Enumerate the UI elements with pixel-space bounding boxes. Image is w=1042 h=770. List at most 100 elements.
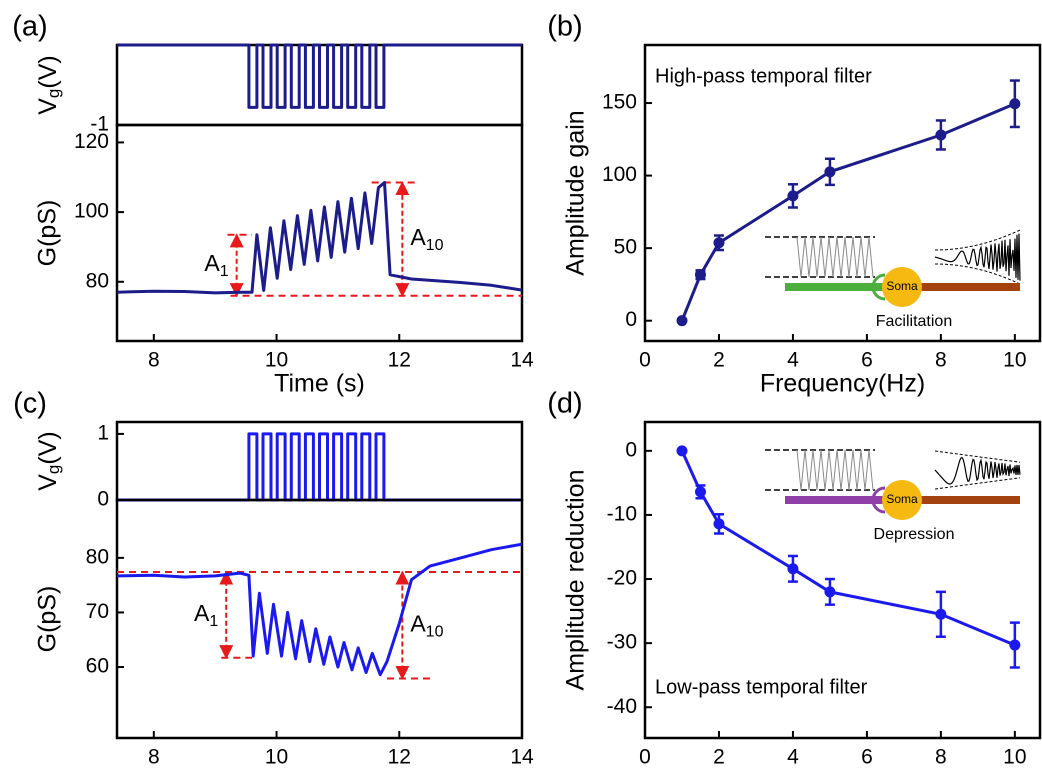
data-point [824, 166, 836, 178]
x-tick-label: 6 [861, 746, 873, 769]
y-axis-label: Amplitude gain [562, 110, 590, 275]
y-tick-label: -20 [607, 567, 637, 590]
data-point [1009, 639, 1021, 651]
x-tick-label: 12 [388, 746, 411, 769]
x-tick-label: 10 [265, 349, 288, 372]
data-line [116, 181, 523, 295]
data-point [713, 237, 725, 249]
inset-output-wave [934, 456, 1021, 485]
arrow-label-sub: 10 [426, 237, 444, 254]
x-tick-label: 14 [510, 349, 534, 372]
arrow-label-main: A [204, 250, 220, 276]
data-point [824, 586, 836, 598]
data-point [935, 129, 947, 141]
inset-output-wave [934, 233, 1021, 281]
filter-note: Low-pass temporal filter [655, 676, 868, 698]
inset-soma-label: Soma [886, 492, 918, 506]
y-tick-label: 0 [625, 438, 637, 461]
y-axis-label: Vg(V) [34, 55, 64, 114]
x-tick-label: 12 [388, 349, 411, 372]
inset-axon [918, 283, 1020, 291]
x-tick-label: 10 [265, 746, 288, 769]
label-part: g [44, 89, 63, 98]
data-line [117, 432, 522, 502]
x-tick-label: 8 [148, 349, 160, 372]
arrow-label: A10 [410, 610, 443, 640]
y-tick-label: -1 [90, 113, 109, 136]
y-tick-label: 100 [602, 163, 637, 186]
data-line [116, 542, 523, 677]
arrow-label: A10 [410, 224, 443, 254]
inset-soma-label: Soma [886, 279, 918, 293]
y-axis-label: G(pS) [34, 200, 62, 267]
x-tick-label: 10 [1003, 746, 1026, 769]
arrow-label-sub: 1 [220, 263, 229, 280]
x-tick-label: 10 [1003, 349, 1026, 372]
arrow-label: A1 [204, 250, 228, 280]
plot-frame [115, 498, 524, 740]
y-tick-label: -40 [607, 695, 637, 718]
x-axis-label: Time (s) [274, 370, 365, 398]
plot-frame [115, 123, 524, 343]
x-tick-label: 4 [787, 746, 799, 769]
panel-label: (b) [547, 11, 582, 43]
y-tick-label: 0 [625, 308, 637, 331]
inset-synapse [871, 273, 886, 301]
x-tick-label: 8 [935, 349, 947, 372]
x-tick-label: 4 [787, 349, 799, 372]
x-tick-label: 6 [861, 349, 873, 372]
inset-envelope [935, 263, 1021, 285]
x-tick-label: 0 [639, 349, 651, 372]
panel-label: (c) [13, 388, 47, 420]
y-tick-label: 1 [97, 421, 109, 444]
x-tick-label: 8 [148, 746, 160, 769]
x-tick-label: 8 [935, 746, 947, 769]
x-axis-label: Time (s) [274, 767, 365, 770]
y-tick-label: 50 [614, 236, 637, 259]
arrow-label-main: A [410, 610, 426, 636]
inset-envelope [934, 450, 1021, 463]
data-point [787, 190, 799, 202]
inset-input-wave [796, 236, 874, 278]
inset-synapse [871, 486, 886, 514]
arrow-label-main: A [410, 224, 426, 250]
data-point [713, 518, 725, 530]
y-tick-label: 120 [74, 130, 109, 153]
inset-soma [882, 267, 922, 307]
filter-note: High-pass temporal filter [655, 65, 872, 87]
data-point [787, 563, 799, 575]
data-line [117, 43, 522, 109]
y-axis-label: G(pS) [34, 586, 62, 653]
y-tick-label: 70 [86, 600, 109, 623]
data-point [676, 315, 688, 327]
label-part: V [34, 474, 62, 491]
data-point [694, 486, 706, 498]
x-tick-label: 2 [713, 349, 725, 372]
x-tick-label: 14 [510, 746, 534, 769]
y-tick-label: -10 [607, 502, 637, 525]
label-part: g [44, 465, 63, 474]
data-point [676, 445, 688, 457]
y-tick-label: 0 [97, 488, 109, 511]
y-tick-label: 100 [74, 200, 109, 223]
x-tick-label: 0 [639, 746, 651, 769]
x-tick-label: 2 [713, 746, 725, 769]
x-axis-label: Frequency(Hz) [760, 370, 925, 398]
label-part: V [34, 98, 62, 115]
arrow-label-sub: 10 [426, 623, 444, 640]
y-axis-label: Vg(V) [34, 431, 64, 490]
panel-label: (a) [12, 11, 47, 43]
y-tick-label: 80 [86, 269, 109, 292]
data-point [694, 269, 706, 281]
plot-frame [643, 43, 1042, 343]
y-tick-label: 150 [602, 91, 637, 114]
data-point [1009, 98, 1021, 110]
y-tick-label: 60 [86, 655, 109, 678]
y-tick-label: 80 [86, 545, 109, 568]
data-point [935, 608, 947, 620]
arrow-label-sub: 1 [209, 613, 218, 630]
panel-label: (d) [547, 388, 582, 420]
x-axis-label: Frequency(Hz) [760, 767, 925, 770]
inset-dendrite [785, 496, 883, 504]
